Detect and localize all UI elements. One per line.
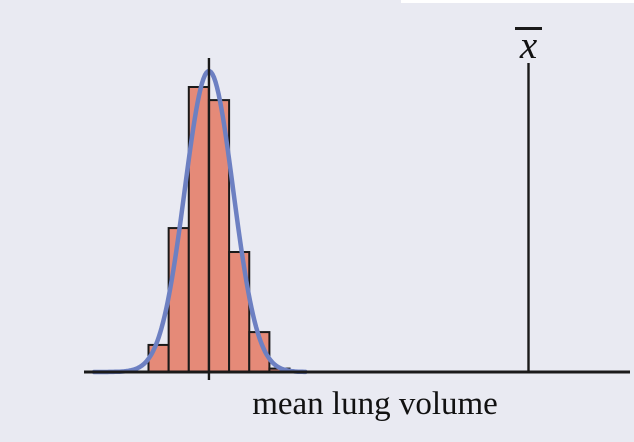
top-edge-strip [401,0,634,3]
x-axis-label: mean lung volume [252,386,498,422]
xbar-glyph: x [519,24,538,67]
histogram-bar [147,343,170,373]
sample-mean-label: x [515,24,542,67]
